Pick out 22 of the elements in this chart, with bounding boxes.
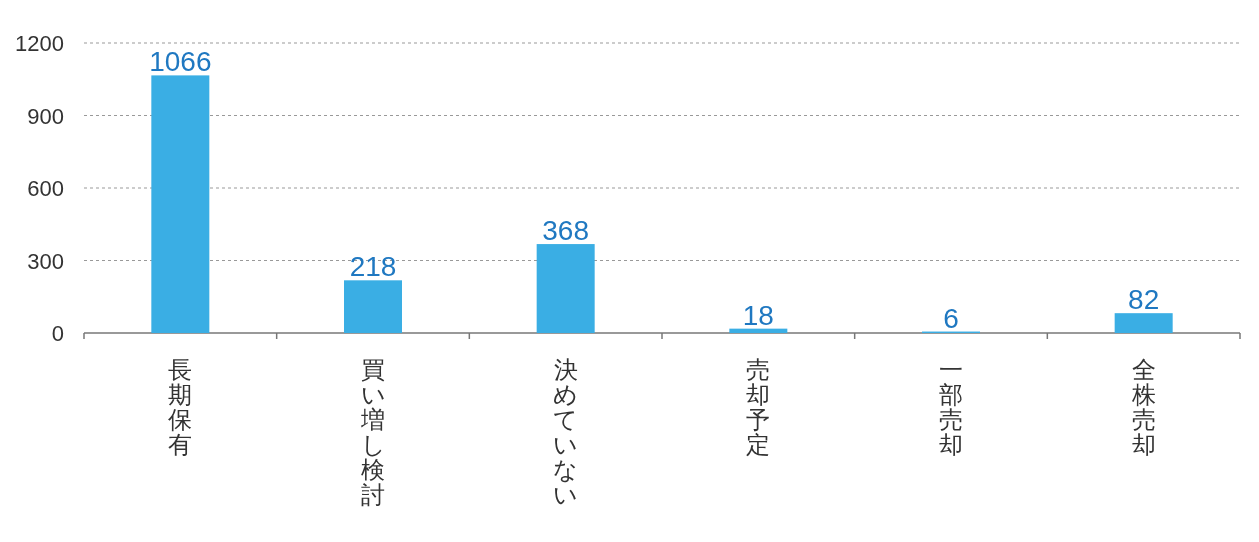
data-label: 6: [943, 302, 959, 334]
bar: [729, 328, 788, 333]
x-tick-label: 全株売却: [1130, 356, 1156, 458]
x-tick-label: 長期保有: [168, 356, 193, 458]
y-tick-label: 600: [27, 176, 64, 201]
data-label: 18: [742, 299, 774, 331]
bar: [151, 75, 210, 333]
x-tick-label: 買い増し検討: [360, 356, 386, 508]
data-label: 218: [349, 251, 397, 283]
bar: [536, 244, 595, 333]
bar: [344, 280, 402, 333]
y-tick-label: 900: [27, 103, 64, 129]
bar: [1114, 313, 1173, 333]
y-tick-label: 300: [27, 248, 64, 274]
x-tick-label: 一部売却: [939, 356, 963, 458]
data-label: 82: [1128, 284, 1160, 316]
y-tick-label: 0: [51, 321, 64, 346]
x-tick-label: 決めていない: [553, 356, 579, 508]
data-label: 1066: [149, 46, 212, 78]
data-label: 368: [542, 215, 590, 247]
x-tick-label: 売却予定: [746, 356, 771, 458]
y-tick-label: 1200: [15, 31, 64, 56]
